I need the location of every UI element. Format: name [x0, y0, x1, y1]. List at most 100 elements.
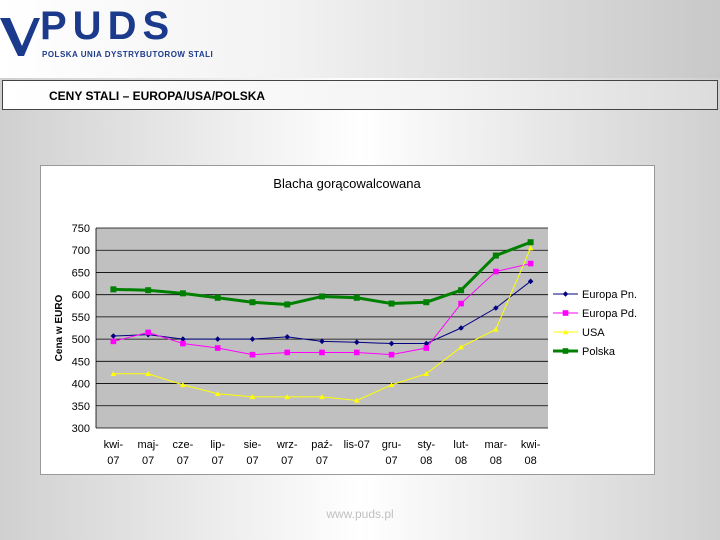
data-point	[145, 287, 152, 294]
data-point	[110, 338, 117, 345]
steel-price-chart: Blacha gorącowalcowana 300 350 400 450 500 55…	[54, 176, 637, 467]
x-tick-label: kwi-	[104, 439, 124, 451]
data-point	[110, 370, 117, 377]
x-tick-label-year: 07	[246, 455, 258, 467]
x-tick-label: lip-	[210, 439, 225, 451]
chart-panel: Blacha gorącowalcowana 300 350 400 450 500 55…	[40, 165, 655, 475]
x-tick-label: cze-	[173, 439, 194, 451]
logo-subtitle: POLSKA UNIA DYSTRYBUTOROW STALI	[42, 50, 214, 59]
x-tick-label-year: 08	[455, 455, 467, 467]
logo-wordmark: PUDS	[40, 4, 176, 48]
data-point	[458, 344, 464, 350]
y-tick-label: 650	[72, 267, 90, 279]
x-tick-label-year: 08	[524, 455, 536, 467]
header-band: PUDS POLSKA UNIA DYSTRYBUTOROW STALI	[0, 0, 720, 78]
x-tick-label: wrz-	[276, 439, 298, 451]
y-tick-label: 600	[72, 290, 90, 302]
y-tick-label: 450	[72, 356, 90, 368]
x-tick-labels: kwi- 07 maj- 07 cze- 07 lip- 07 sie- 07 wrz- 07 paź-…	[104, 439, 541, 467]
data-point	[180, 382, 186, 388]
x-tick-label: lis-07	[344, 439, 370, 451]
chart-title: Blacha gorącowalcowana	[273, 176, 421, 191]
data-point	[214, 390, 221, 397]
x-tick-label: mar-	[485, 439, 508, 451]
data-point	[145, 329, 151, 336]
x-tick-label-year: 07	[177, 455, 189, 467]
y-axis-label: Cena w EURO	[54, 294, 65, 361]
y-tick-label: 550	[72, 312, 90, 324]
footer-url[interactable]: www.puds.pl	[326, 507, 394, 521]
x-tick-label: sty-	[417, 439, 435, 451]
data-point	[179, 290, 186, 297]
series-layer	[110, 239, 534, 403]
y-tick-labels: 300 350 400 450 500 550 600 650 700 750	[72, 223, 90, 435]
legend-label: Polska	[582, 346, 616, 358]
legend-swatch-marker	[562, 310, 569, 316]
y-tick-label: 400	[72, 379, 90, 391]
x-tick-label: lut-	[453, 439, 469, 451]
data-point	[527, 245, 534, 251]
data-point	[527, 260, 534, 267]
y-tick-label: 300	[72, 423, 90, 435]
x-tick-label-year: 08	[420, 455, 432, 467]
x-tick-label-year: 07	[385, 455, 397, 467]
data-point	[249, 394, 256, 400]
data-point	[110, 333, 117, 339]
data-point	[180, 336, 186, 342]
x-tick-label: sie-	[244, 439, 262, 451]
data-point	[284, 349, 291, 356]
data-point	[458, 287, 465, 294]
data-point	[214, 345, 221, 351]
data-point	[458, 325, 464, 331]
data-point	[353, 339, 360, 346]
grid-lines	[95, 227, 548, 429]
legend-swatch-marker	[562, 291, 569, 297]
legend-label: Europa Pd.	[582, 308, 637, 320]
data-point	[492, 252, 499, 259]
legend: Europa Pn. Europa Pd. USA Polska	[553, 289, 637, 358]
data-point	[249, 336, 256, 342]
slide-title-bar: CENY STALI – EUROPA/USA/POLSKA	[2, 80, 718, 110]
x-tick-label-year: 07	[107, 455, 119, 467]
data-point	[110, 286, 117, 293]
data-point	[423, 340, 430, 347]
puds-logo: PUDS POLSKA UNIA DYSTRYBUTOROW STALI	[0, 0, 220, 70]
data-point	[214, 336, 221, 342]
data-point	[527, 278, 534, 285]
x-tick-label: maj-	[137, 439, 159, 451]
legend-label: Europa Pn.	[582, 289, 637, 301]
data-point	[180, 340, 186, 347]
data-point	[249, 351, 256, 358]
x-tick-label: paź-	[311, 439, 333, 451]
data-point	[527, 239, 534, 246]
data-point	[284, 394, 291, 400]
data-point	[353, 349, 360, 356]
legend-label: USA	[582, 327, 605, 339]
legend-swatch-marker	[562, 329, 569, 335]
data-point	[388, 300, 395, 307]
x-tick-label-year: 07	[212, 455, 224, 467]
y-tick-label: 350	[72, 401, 90, 413]
data-point	[353, 397, 360, 403]
data-point	[249, 299, 256, 306]
x-tick-label: kwi-	[521, 439, 541, 451]
data-point	[493, 326, 499, 332]
data-point	[423, 299, 430, 306]
y-tick-label: 750	[72, 223, 90, 235]
logo-chevron-icon	[0, 18, 40, 56]
x-tick-label-year: 08	[490, 455, 502, 467]
y-tick-label: 500	[72, 334, 90, 346]
data-point	[319, 293, 325, 300]
y-tick-label: 700	[72, 245, 90, 257]
data-point	[388, 382, 395, 388]
data-point	[388, 351, 395, 358]
legend-swatch-marker	[562, 348, 569, 354]
data-point	[319, 349, 325, 356]
x-tick-label-year: 07	[316, 455, 328, 467]
x-tick-label: gru-	[382, 439, 402, 451]
data-point	[319, 394, 325, 400]
data-point	[319, 338, 325, 345]
data-point	[353, 294, 360, 301]
data-point	[284, 334, 291, 340]
data-point	[284, 301, 291, 308]
